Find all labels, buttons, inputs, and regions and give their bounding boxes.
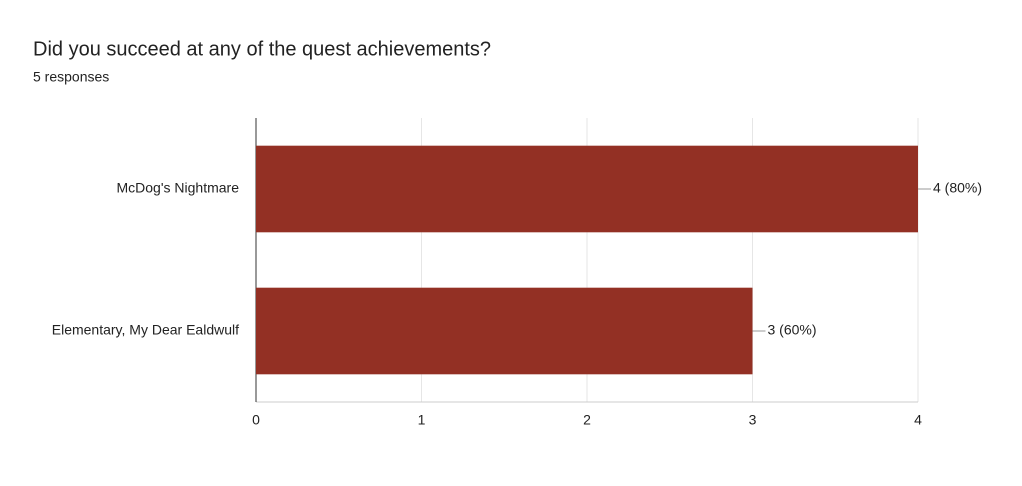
y-tick-label: McDog's Nightmare xyxy=(117,180,240,196)
x-tick-label: 4 xyxy=(914,412,922,428)
x-tick-label: 3 xyxy=(749,412,757,428)
bar xyxy=(256,287,753,375)
y-tick-label: Elementary, My Dear Ealdwulf xyxy=(52,322,239,338)
x-tick-label: 2 xyxy=(583,412,591,428)
chart-subtitle: 5 responses xyxy=(33,69,109,85)
value-label: 3 (60%) xyxy=(768,322,817,338)
x-tick-label: 0 xyxy=(252,412,260,428)
value-label: 4 (80%) xyxy=(933,180,982,196)
bar xyxy=(256,145,918,233)
chart-title: Did you succeed at any of the quest achi… xyxy=(33,38,491,60)
x-tick-label: 1 xyxy=(418,412,426,428)
